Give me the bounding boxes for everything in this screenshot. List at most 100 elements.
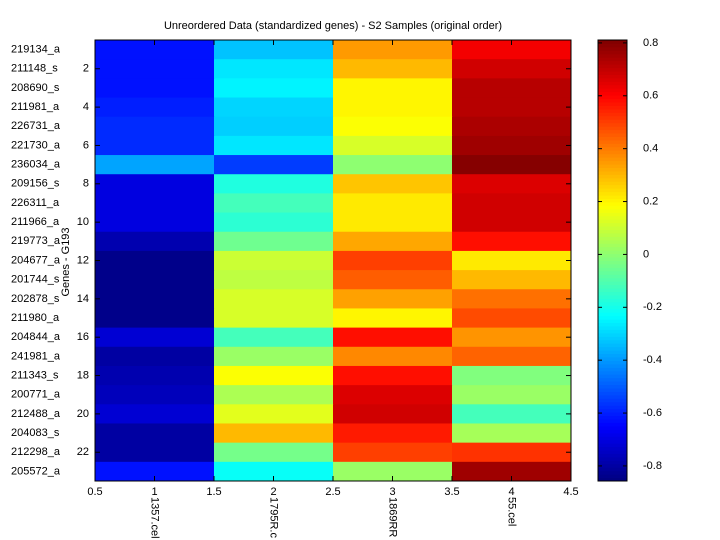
- row-label: 221730_a: [11, 139, 61, 151]
- colorbar-swatch: [598, 301, 627, 306]
- colorbar-swatch: [598, 263, 627, 268]
- colorbar-swatch: [598, 336, 627, 341]
- colorbar-swatch: [598, 294, 627, 299]
- heatmap-cell: [333, 423, 453, 444]
- colorbar-tick-label: -0.6: [643, 407, 662, 419]
- colorbar-swatch: [598, 239, 627, 244]
- heatmap-cell: [452, 404, 572, 424]
- x-tick-label: 1: [151, 486, 157, 498]
- heatmap-cell: [333, 270, 453, 290]
- colorbar-swatch: [598, 449, 627, 454]
- x-tick-label: 2: [270, 486, 276, 498]
- colorbar-swatch: [598, 226, 627, 230]
- heatmap-cell: [333, 404, 453, 424]
- colorbar-swatch: [598, 81, 627, 86]
- colorbar-swatch: [598, 188, 627, 193]
- colorbar-swatch: [598, 205, 627, 210]
- heatmap-cell: [95, 78, 215, 99]
- heatmap-cell: [95, 40, 215, 60]
- heatmap-cell: [214, 442, 334, 463]
- colorbar-swatch: [598, 412, 627, 417]
- row-label: 208690_s: [11, 82, 60, 94]
- heatmap-cell: [333, 289, 453, 309]
- heatmap-cell: [452, 59, 572, 79]
- colorbar-swatch: [598, 191, 627, 196]
- colorbar-swatch: [598, 229, 627, 234]
- row-label: 202878_s: [11, 293, 60, 305]
- heatmap-cell: [333, 40, 453, 60]
- colorbar-swatch: [598, 322, 627, 327]
- colorbar-swatch: [598, 453, 627, 458]
- heatmap-cell: [452, 327, 572, 348]
- colorbar-swatch: [598, 126, 627, 131]
- colorbar-swatch: [598, 122, 627, 127]
- row-label: 200771_a: [11, 389, 61, 401]
- heatmap-cell: [95, 308, 215, 329]
- colorbar-swatch: [598, 477, 627, 482]
- heatmap-cell: [333, 250, 453, 271]
- colorbar-tick-label: 0.6: [643, 90, 658, 102]
- heatmap-cell: [95, 385, 215, 405]
- heatmap-cell: [214, 346, 334, 367]
- colorbar-swatch: [598, 470, 627, 475]
- colorbar-tick-label: 0.8: [643, 37, 658, 49]
- row-label: 212488_a: [11, 408, 61, 420]
- heatmap-cell: [333, 78, 453, 99]
- colorbar-swatch: [598, 425, 627, 430]
- colorbar-swatch: [598, 312, 627, 317]
- colorbar-swatch: [598, 277, 627, 282]
- heatmap-cell: [95, 97, 215, 118]
- heatmap-cell: [333, 155, 453, 175]
- x-tick-label: 3.5: [444, 486, 459, 498]
- heatmap-cell: [214, 155, 334, 175]
- colorbar-swatch: [598, 43, 627, 48]
- colorbar-swatch: [598, 381, 627, 386]
- colorbar-swatch: [598, 53, 627, 58]
- colorbar-tick-label: -0.4: [643, 354, 662, 366]
- colorbar-swatch: [598, 291, 627, 296]
- colorbar-swatch: [598, 57, 627, 62]
- heatmap-cell: [214, 308, 334, 329]
- colorbar-swatch: [598, 64, 627, 69]
- heatmap-cell: [333, 193, 453, 214]
- heatmap-cell: [333, 212, 453, 233]
- colorbar-swatch: [598, 160, 627, 165]
- heatmap-cell: [214, 270, 334, 290]
- heatmap-cell: [95, 59, 215, 79]
- heatmap-cell: [452, 193, 572, 214]
- colorbar-swatch: [598, 270, 627, 275]
- colorbar-swatch: [598, 360, 627, 365]
- row-label: 226731_a: [11, 120, 61, 132]
- x-tick-label: 1.5: [206, 486, 221, 498]
- colorbar-swatch: [598, 288, 627, 293]
- heatmap-cell: [333, 385, 453, 405]
- colorbar-swatch: [598, 195, 627, 199]
- y-tick-label: 18: [77, 369, 89, 381]
- heatmap-cell: [95, 193, 215, 214]
- colorbar-swatch: [598, 232, 627, 237]
- heatmap-cell: [452, 97, 572, 118]
- colorbar-swatch: [598, 474, 627, 479]
- row-label: 211343_s: [11, 369, 59, 381]
- x-tick-label: 0.5: [87, 486, 102, 498]
- colorbar-swatch: [598, 274, 627, 279]
- heatmap-cell: [452, 270, 572, 290]
- row-label: 209156_s: [11, 178, 60, 190]
- colorbar-swatch: [598, 305, 627, 310]
- colorbar-tick-label: -0.2: [643, 301, 662, 313]
- colorbar-swatch: [598, 377, 627, 382]
- colorbar-swatch: [598, 136, 627, 141]
- heatmap-cell: [333, 174, 453, 194]
- colorbar-swatch: [598, 456, 627, 461]
- heatmap-cell: [95, 404, 215, 424]
- colorbar-swatch: [598, 243, 627, 248]
- heatmap-cell: [452, 289, 572, 309]
- heatmap-cell: [214, 423, 334, 444]
- colorbar-swatch: [598, 308, 627, 313]
- colorbar-tick-label: -0.8: [643, 460, 662, 472]
- heatmap-cell: [95, 365, 215, 386]
- heatmap-cell: [333, 461, 453, 482]
- heatmap-cell: [214, 78, 334, 99]
- row-label: 211966_a: [11, 216, 60, 228]
- y-tick-label: 6: [83, 139, 89, 151]
